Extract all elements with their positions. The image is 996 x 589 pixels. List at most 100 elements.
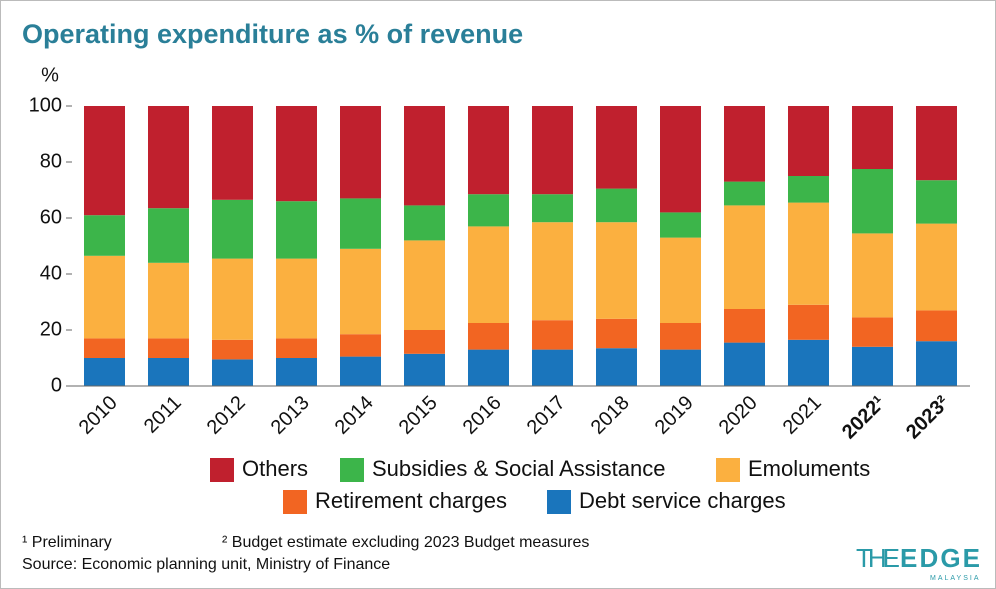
bar-segment: [404, 330, 445, 354]
bar-segment: [596, 188, 637, 223]
x-tick-label: 2014: [331, 392, 378, 439]
bar-segment: [596, 348, 637, 386]
legend-label: Retirement charges: [315, 488, 507, 513]
logo-the: THE: [856, 543, 900, 573]
x-tick-label: 2019: [651, 392, 698, 439]
bar-segment: [532, 349, 573, 386]
bar-segment: [724, 181, 765, 206]
legend-label: Emoluments: [748, 456, 870, 481]
bar-segment: [596, 318, 637, 349]
bar-segment: [212, 199, 253, 259]
legend-swatch: [340, 458, 364, 482]
bar-segment: [84, 338, 125, 358]
bar-segment: [852, 169, 893, 234]
logo-edge: EDGE: [900, 543, 980, 573]
bar-segment: [212, 258, 253, 340]
logo-sub: MALAYSIA: [930, 575, 981, 582]
bar-segment: [788, 106, 829, 176]
legend-label: Debt service charges: [579, 488, 786, 513]
bar-segment: [852, 346, 893, 386]
bar-segment: [148, 262, 189, 339]
bar-segment: [340, 248, 381, 335]
y-tick-label: 40: [40, 262, 62, 284]
x-tick-label: 2011: [140, 392, 186, 438]
bar-segment: [724, 106, 765, 182]
bar-segment: [788, 339, 829, 386]
bar-segment: [788, 176, 829, 203]
bar-segment: [148, 106, 189, 209]
bar-segment: [852, 233, 893, 318]
bar-segment: [468, 194, 509, 227]
bar-segment: [596, 106, 637, 189]
x-tick-label: 2010: [75, 392, 122, 439]
x-tick-label: 2015: [395, 392, 442, 439]
legend-swatch: [283, 490, 307, 514]
footnote: ¹ Preliminary: [22, 534, 112, 551]
bar-segment: [276, 358, 317, 386]
y-tick-label: 60: [40, 206, 62, 228]
bar-segment: [84, 358, 125, 386]
x-tick-label: 2013: [267, 392, 314, 439]
bar-segment: [404, 106, 445, 206]
legend-label: Subsidies & Social Assistance: [372, 456, 666, 481]
legend-swatch: [210, 458, 234, 482]
x-tick-label: 2021: [779, 392, 826, 439]
bar-segment: [148, 338, 189, 358]
bar-segment: [660, 349, 701, 386]
bar-segment: [724, 342, 765, 386]
y-tick-label: 20: [40, 318, 62, 340]
bar-segment: [916, 310, 957, 342]
bar-segment: [404, 353, 445, 386]
bar-segment: [916, 106, 957, 181]
footnote: ² Budget estimate excluding 2023 Budget …: [222, 534, 589, 551]
bar-segment: [340, 334, 381, 357]
bar-segment: [212, 106, 253, 200]
bar-segment: [852, 317, 893, 347]
bar-segment: [660, 106, 701, 213]
bar-segment: [916, 223, 957, 311]
x-tick-label: 2012: [203, 392, 250, 439]
bar-segment: [148, 358, 189, 386]
x-tick-label: 2022¹: [838, 391, 890, 443]
y-tick-label: 100: [29, 94, 62, 116]
bar-segment: [532, 222, 573, 321]
bar-segment: [404, 205, 445, 241]
legend-swatch: [716, 458, 740, 482]
bar-segment: [340, 356, 381, 386]
y-axis-label: %: [41, 64, 59, 86]
bar-segment: [468, 323, 509, 350]
bar-segment: [596, 222, 637, 319]
x-tick-label: 2018: [587, 392, 634, 439]
x-tick-label: 2023²: [902, 391, 954, 443]
bar-segment: [468, 349, 509, 386]
x-tick-label: 2017: [523, 392, 570, 439]
x-tick-label: 2020: [715, 392, 762, 439]
bar-segment: [84, 106, 125, 216]
bar-segment: [148, 208, 189, 263]
bar-segment: [340, 106, 381, 199]
bar-segment: [468, 106, 509, 195]
bar-segment: [788, 304, 829, 340]
source: Source: Economic planning unit, Ministry…: [22, 556, 390, 573]
bar-segment: [852, 106, 893, 169]
bar-segment: [468, 226, 509, 323]
chart-title: Operating expenditure as % of revenue: [22, 19, 523, 49]
bar-segment: [84, 255, 125, 339]
bar-segment: [660, 212, 701, 238]
bar-segment: [404, 240, 445, 330]
bar-segment: [276, 258, 317, 339]
y-tick-label: 0: [51, 374, 62, 396]
x-tick-label: 2016: [459, 392, 506, 439]
bar-segment: [532, 106, 573, 195]
bar-segment: [660, 323, 701, 350]
bar-segment: [212, 359, 253, 386]
bar-segment: [276, 201, 317, 259]
bar-segment: [212, 339, 253, 360]
bar-segment: [532, 320, 573, 350]
legend-swatch: [547, 490, 571, 514]
bar-segment: [916, 180, 957, 224]
bar-segment: [340, 198, 381, 249]
bar-segment: [788, 202, 829, 305]
bar-segment: [276, 338, 317, 358]
